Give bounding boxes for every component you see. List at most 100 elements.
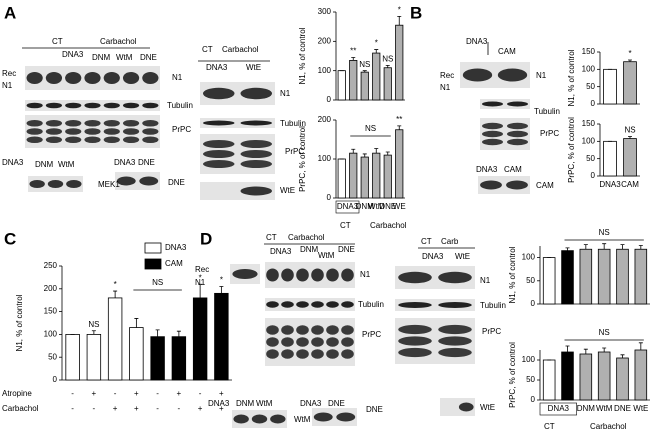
x-tick-label: DNA3 [548, 404, 570, 413]
blot-band [266, 349, 279, 359]
x-tick-label: CAM [621, 180, 639, 189]
row-sign: - [156, 389, 159, 398]
error-bar [638, 342, 643, 350]
panel-letter: A [4, 3, 16, 22]
bar [542, 359, 556, 401]
blot-strip [480, 99, 530, 109]
blot-label: N1 [2, 81, 13, 90]
blot-label: CT [52, 37, 63, 46]
blot-label: DNA3 [2, 158, 24, 167]
significance-label: * [628, 49, 631, 58]
blot-band [482, 122, 503, 130]
blot-band [506, 180, 528, 190]
blot-band [296, 325, 309, 335]
blot-label: CT [421, 237, 432, 246]
blot-band [65, 102, 82, 109]
row-sign: - [71, 404, 74, 413]
blot-band [65, 119, 82, 127]
blot-label: PrPC [285, 147, 304, 156]
y-tick-label: 200 [318, 36, 332, 45]
category-box [539, 402, 577, 416]
y-tick-label: 250 [44, 261, 58, 270]
error-bar [602, 243, 607, 250]
y-tick-label: 100 [582, 64, 596, 73]
row-sign: - [114, 389, 117, 398]
blot-label: N1 [440, 83, 451, 92]
y-axis-label: N1, % of control [15, 294, 24, 351]
blot-label: DNM [35, 160, 54, 169]
row-label: Carbachol [2, 404, 39, 413]
y-tick-label: 150 [582, 119, 596, 128]
blot-band [84, 102, 101, 109]
error-bar [198, 283, 203, 298]
significance-label: * [398, 6, 401, 15]
blot-band [398, 302, 432, 308]
error-bar [565, 345, 570, 352]
blot-band [45, 72, 63, 84]
blot-label: DNA3 [114, 158, 136, 167]
bar [360, 156, 369, 199]
blot-band [507, 130, 528, 138]
blot-band [438, 324, 472, 335]
error-bar [362, 153, 367, 158]
y-tick-label: 100 [582, 136, 596, 145]
row-sign: - [199, 389, 202, 398]
blot-label: Tubulin [167, 101, 193, 110]
blot-band [311, 337, 324, 347]
error-bar [134, 318, 139, 328]
blot-band [240, 150, 272, 158]
blot-band [341, 349, 354, 359]
blot-band [281, 325, 294, 335]
blot-label: PrPC [362, 330, 381, 339]
blot-band [142, 136, 159, 144]
row-label: Atropine [2, 389, 32, 398]
blot-band [240, 120, 272, 126]
blot-band [84, 72, 101, 84]
blot-band [84, 119, 101, 127]
group-label: Carbachol [590, 422, 627, 431]
row-sign: + [219, 404, 224, 413]
blot-band [103, 136, 120, 144]
blot-band [497, 68, 528, 82]
row-sign: + [219, 389, 224, 398]
error-bar [583, 348, 588, 354]
blot-label: CAM [504, 165, 522, 174]
error-bar [602, 347, 607, 352]
blot-band [311, 325, 324, 335]
bar [542, 257, 556, 305]
blot-band [398, 347, 432, 358]
bar [561, 250, 574, 305]
significance-label: NS [382, 54, 393, 63]
blot-label: PrPC [482, 327, 501, 336]
y-tick-label: 150 [44, 307, 58, 316]
blot-label: DNA3 [422, 252, 444, 261]
blot-label: DNE [138, 158, 155, 167]
blot-band [438, 347, 472, 358]
blot-label: DNA3 [466, 37, 488, 46]
blot-band [281, 337, 294, 347]
blot-label: N1 [195, 278, 206, 287]
error-bar [385, 151, 390, 156]
blot-label: DNA3 [62, 50, 84, 59]
blot-band [26, 119, 43, 127]
blot-band [398, 336, 432, 346]
blot-label: WtM [294, 415, 311, 424]
blot-band [232, 269, 258, 279]
bar [634, 248, 648, 305]
bar [579, 353, 593, 401]
error-bar [397, 15, 402, 26]
blot-band [84, 136, 101, 144]
blot-band [203, 120, 235, 126]
blot-band [240, 140, 272, 148]
blot-strip [265, 262, 355, 288]
blot-label: DNE [366, 405, 383, 414]
y-tick-label: 100 [44, 330, 58, 339]
blot-band [326, 337, 339, 347]
blot-label: N1 [280, 89, 291, 98]
blot-band [203, 150, 235, 158]
blot-band [26, 102, 43, 109]
blot-band [103, 128, 120, 135]
y-tick-label: 0 [327, 193, 332, 202]
blot-band [296, 301, 309, 308]
